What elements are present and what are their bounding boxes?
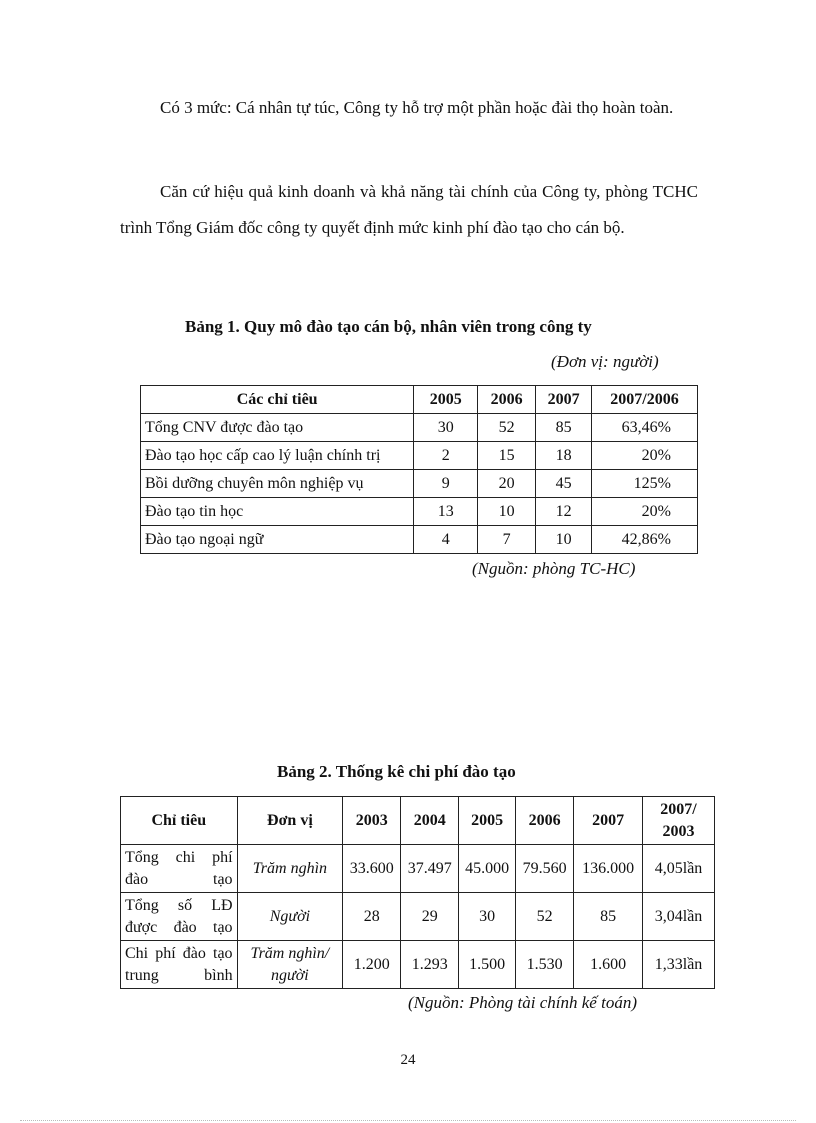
column-header: Các chỉ tiêu xyxy=(139,385,415,414)
header-row: Chỉ tiêu Đơn vị 2003 2004 2005 2006 2007 2007/ … xyxy=(120,796,715,845)
table-cell: 20 xyxy=(477,469,537,498)
column-header: 2006 xyxy=(477,385,537,414)
table-cell: 20% xyxy=(591,441,698,470)
table2-title: Bảng 2. Thống kê chi phí đào tạo xyxy=(277,762,516,781)
table-cell: Tổng chi phí đào tạo xyxy=(120,844,238,893)
paragraph: Căn cứ hiệu quả kinh doanh và khả năng t… xyxy=(120,182,698,237)
table-row: Tổng chi phí đào tạo Trăm nghìn 33.600 37.4… xyxy=(120,844,715,893)
table1-title: Bảng 1. Quy mô đào tạo cán bộ, nhân viên… xyxy=(185,317,592,336)
table-cell: 28 xyxy=(342,892,402,941)
table-cell: 2 xyxy=(413,441,479,470)
table-cell: 1.600 xyxy=(573,940,644,989)
table-cell: 45 xyxy=(535,469,593,498)
table1: Các chỉ tiêu 2005 2006 2007 2007/2006 Tổng CN… xyxy=(139,385,698,554)
table-cell: 125% xyxy=(591,469,698,498)
table-cell: 136.000 xyxy=(573,844,644,893)
table-cell: 18 xyxy=(535,441,593,470)
column-header: 2004 xyxy=(400,796,460,845)
column-header: 2005 xyxy=(413,385,479,414)
table-row: Bồi dưỡng chuyên môn nghiệp vụ 9 20 45 125% xyxy=(139,469,698,498)
table-row: Tổng số LĐ được đào tạo Người 28 29 30 52 85 3,… xyxy=(120,892,715,941)
table-cell: 85 xyxy=(535,413,593,442)
table-cell: Bồi dưỡng chuyên môn nghiệp vụ xyxy=(139,469,415,498)
table1-unit: (Đơn vị: người) xyxy=(551,352,659,371)
table-row: Chi phí đào tạo trung bình Trăm nghìn/ ng… xyxy=(120,940,715,989)
table2-source: (Nguồn: Phòng tài chính kế toán) xyxy=(408,993,637,1012)
table-cell: 9 xyxy=(413,469,479,498)
table-cell: 1.200 xyxy=(342,940,402,989)
column-header: 2007 xyxy=(573,796,644,845)
table-cell: 1.530 xyxy=(515,940,575,989)
table-cell: 3,04lần xyxy=(642,892,715,941)
table-row: Đào tạo ngoại ngữ 4 7 10 42,86% xyxy=(139,525,698,554)
table-row: Đào tạo học cấp cao lý luận chính trị 2 15… xyxy=(139,441,698,470)
table-cell: 30 xyxy=(458,892,517,941)
table-cell: 4,05lần xyxy=(642,844,715,893)
table-cell: Tổng CNV được đào tạo xyxy=(139,413,415,442)
table-cell: 10 xyxy=(477,497,537,526)
column-header: 2007/ 2003 xyxy=(642,796,715,845)
table-cell: Người xyxy=(236,892,344,941)
page-number: 24 xyxy=(400,1052,416,1068)
table-cell: Tổng số LĐ được đào tạo xyxy=(120,892,238,941)
table-cell: 15 xyxy=(477,441,537,470)
column-header: 2005 xyxy=(458,796,517,845)
table-cell: 10 xyxy=(535,525,593,554)
table-cell: Đào tạo học cấp cao lý luận chính trị xyxy=(139,441,415,470)
table-cell: 13 xyxy=(413,497,479,526)
table-cell: 42,86% xyxy=(591,525,698,554)
table-cell: 7 xyxy=(477,525,537,554)
table-cell: 52 xyxy=(515,892,575,941)
column-header: Chỉ tiêu xyxy=(120,796,238,845)
table-cell: 37.497 xyxy=(400,844,460,893)
table2: Chỉ tiêu Đơn vị 2003 2004 2005 2006 2007 2007/ … xyxy=(120,796,715,989)
table-cell: 33.600 xyxy=(342,844,402,893)
table-cell: 1,33lần xyxy=(642,940,715,989)
table-cell: 85 xyxy=(573,892,644,941)
table-cell: 12 xyxy=(535,497,593,526)
column-header: 2007 xyxy=(535,385,593,414)
column-header: 2003 xyxy=(342,796,402,845)
table-cell: 45.000 xyxy=(458,844,517,893)
table-cell: 29 xyxy=(400,892,460,941)
table-cell: Trăm nghìn xyxy=(236,844,344,893)
table-cell: 20% xyxy=(591,497,698,526)
table-cell: 4 xyxy=(413,525,479,554)
table-row: Đào tạo tin học 13 10 12 20% xyxy=(139,497,698,526)
page-border-divider xyxy=(20,1120,796,1121)
header-row: Các chỉ tiêu 2005 2006 2007 2007/2006 xyxy=(139,385,698,414)
table-cell: 79.560 xyxy=(515,844,575,893)
table-cell: Đào tạo tin học xyxy=(139,497,415,526)
paragraph: Có 3 mức: Cá nhân tự túc, Công ty hỗ trợ… xyxy=(160,98,674,117)
table-row: Tổng CNV được đào tạo 30 52 85 63,46% xyxy=(139,413,698,442)
table-cell: Trăm nghìn/ người xyxy=(236,940,344,989)
table-cell: 1.500 xyxy=(458,940,517,989)
table-cell: Chi phí đào tạo trung bình xyxy=(120,940,238,989)
table1-source: (Nguồn: phòng TC-HC) xyxy=(472,559,636,578)
table-cell: Đào tạo ngoại ngữ xyxy=(139,525,415,554)
column-header: 2006 xyxy=(515,796,575,845)
table-cell: 30 xyxy=(413,413,479,442)
table-cell: 1.293 xyxy=(400,940,460,989)
table-cell: 52 xyxy=(477,413,537,442)
table-cell: 63,46% xyxy=(591,413,698,442)
column-header: 2007/2006 xyxy=(591,385,698,414)
column-header: Đơn vị xyxy=(236,796,344,845)
